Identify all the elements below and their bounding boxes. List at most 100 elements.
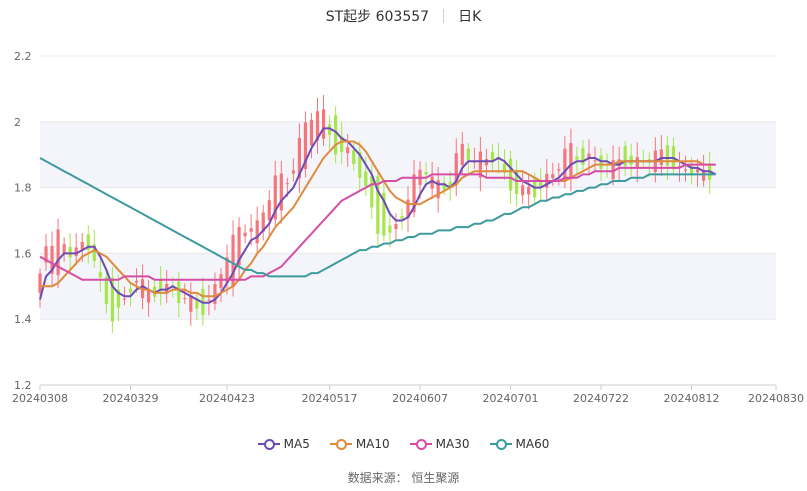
candle-body (321, 109, 326, 139)
candle-body (213, 283, 217, 304)
candle-body (189, 295, 193, 312)
candle-body (388, 225, 392, 233)
candle-body (92, 244, 96, 262)
x-tick-label: 20240722 (573, 392, 629, 405)
candle-body (285, 183, 289, 185)
candle-body (629, 155, 633, 165)
candle-body (370, 176, 374, 208)
candle-body (424, 172, 428, 175)
candle-body (80, 241, 84, 250)
legend-item-ma30[interactable]: MA30 (409, 437, 470, 451)
candle-body (436, 180, 440, 199)
candle-body (581, 148, 585, 165)
chart-header: ST起步 603557 日K (0, 6, 807, 28)
candle-body (623, 146, 627, 167)
candle-body (159, 280, 163, 292)
candle-body (454, 153, 458, 185)
candle-body (291, 170, 295, 174)
candle-body (539, 179, 543, 188)
legend-swatch-icon (329, 438, 352, 450)
candle-body (358, 151, 362, 178)
candle-body (225, 257, 229, 283)
candle-body (490, 152, 495, 163)
candle-body (267, 200, 271, 221)
candle-body (394, 223, 398, 230)
y-tick-label: 1.6 (14, 247, 32, 260)
x-tick-label: 20240607 (392, 392, 448, 405)
candle-body (346, 147, 350, 154)
x-tick-label: 20240812 (664, 392, 720, 405)
candlestick-chart[interactable]: 1.2 1.4 1.6 1.8 2 2.2 20240308 20240329 20240423… (0, 0, 807, 430)
candle-body (255, 220, 259, 244)
candle-body (279, 173, 283, 211)
candle-body (183, 298, 187, 300)
candle-body (617, 159, 621, 167)
candle-body (364, 171, 368, 187)
candle-body (98, 272, 102, 278)
candle-body (116, 289, 121, 308)
candle-body (231, 234, 235, 288)
candle-body (237, 226, 241, 266)
candle-body (683, 169, 688, 171)
candle-body (521, 185, 525, 196)
candle-body (527, 186, 531, 195)
ma-line-ma30 (39, 163, 716, 281)
candle-body (430, 176, 434, 189)
candle-body (382, 192, 386, 236)
candle-body (74, 247, 78, 257)
candle-body (689, 164, 694, 175)
candle-body (327, 124, 332, 135)
candle-body (569, 143, 573, 179)
x-tick-label: 20240701 (483, 392, 539, 405)
legend-item-ma5[interactable]: MA5 (257, 437, 310, 451)
candle-body (134, 280, 139, 283)
candle-body (128, 288, 133, 293)
grid-band (40, 253, 776, 320)
legend-label: MA60 (515, 437, 550, 451)
legend-swatch-icon (489, 438, 512, 450)
legend-label: MA30 (435, 437, 470, 451)
candle-body (303, 122, 308, 169)
legend-swatch-icon (409, 438, 432, 450)
candle-body (575, 156, 579, 160)
candle-body (448, 182, 452, 187)
candle-body (412, 174, 416, 213)
candle-body (50, 246, 54, 274)
candle-body (68, 246, 72, 258)
candle-body (665, 145, 670, 166)
x-tick-label: 20240423 (199, 392, 255, 405)
candle-body (376, 176, 380, 234)
candle-body (514, 170, 519, 195)
candle-body (593, 160, 597, 162)
x-tick-label: 20240830 (748, 392, 804, 405)
candle-body (400, 216, 404, 219)
candle-body (352, 150, 356, 164)
candle-body (165, 283, 169, 292)
candle-body (309, 119, 314, 146)
candle-body (478, 151, 482, 178)
candle-body (460, 143, 464, 166)
legend-item-ma60[interactable]: MA60 (489, 437, 550, 451)
candle-body (44, 246, 48, 263)
candle-body (340, 136, 344, 153)
candle-body (195, 298, 199, 309)
candle-body (153, 286, 157, 297)
candle-body (110, 277, 114, 322)
candle-body (207, 299, 211, 301)
candle-body (86, 234, 90, 251)
candle-body (635, 157, 639, 169)
y-tick-label: 2.2 (14, 50, 32, 63)
legend-item-ma10[interactable]: MA10 (329, 437, 390, 451)
x-tick-label: 20240329 (102, 392, 158, 405)
data-source: 数据来源： 恒生聚源 (347, 471, 460, 485)
y-tick-label: 2 (14, 116, 21, 129)
candle-body (273, 175, 277, 220)
candle-body (508, 158, 513, 191)
y-tick-label: 1.4 (14, 313, 32, 326)
candle-body (611, 160, 615, 180)
ma-line-ma10 (40, 140, 716, 298)
candle-body (62, 244, 66, 255)
candle-body (56, 229, 60, 276)
candle-body (557, 169, 561, 171)
candle-body (502, 163, 507, 173)
